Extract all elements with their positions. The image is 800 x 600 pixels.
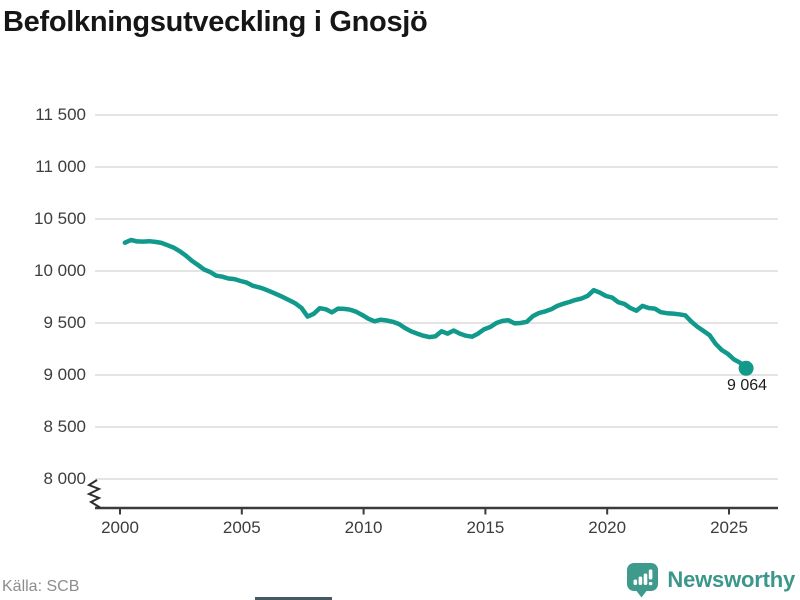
x-tick-label: 2015	[466, 518, 505, 537]
bottom-edge-artifact	[255, 597, 332, 600]
y-tick-label: 10 000	[34, 261, 86, 280]
y-tick-label: 11 500	[35, 105, 86, 124]
population-series-line	[122, 237, 749, 371]
last-data-point	[738, 360, 754, 376]
y-tick-label: 10 500	[34, 209, 86, 228]
y-tick-label: 8 000	[43, 469, 86, 488]
chart-title: Befolkningsutveckling i Gnosjö	[3, 6, 428, 38]
gridlines	[95, 114, 778, 480]
newsworthy-bubble-barchart-icon	[627, 563, 659, 598]
last-value-annotation: 9 064	[727, 377, 768, 395]
x-tick-label: 2025	[710, 518, 748, 537]
y-tick-label: 9 000	[43, 365, 86, 384]
y-tick-label: 11 000	[35, 157, 86, 176]
newsworthy-logo-text: Newsworthy	[667, 567, 795, 592]
x-tick-label: 2010	[344, 518, 383, 537]
source-caption: Källa: SCB	[2, 578, 80, 595]
x-tick-label: 2020	[588, 518, 627, 537]
y-tick-label: 9 500	[43, 313, 86, 332]
x-axis-ticks	[119, 508, 730, 515]
x-tick-label: 2000	[101, 518, 139, 537]
x-tick-label: 2005	[222, 518, 261, 537]
newsworthy-logo[interactable]: Newsworthy	[626, 562, 795, 598]
y-axis-break-zigzag	[86, 479, 102, 509]
y-tick-label: 8 500	[43, 417, 86, 436]
